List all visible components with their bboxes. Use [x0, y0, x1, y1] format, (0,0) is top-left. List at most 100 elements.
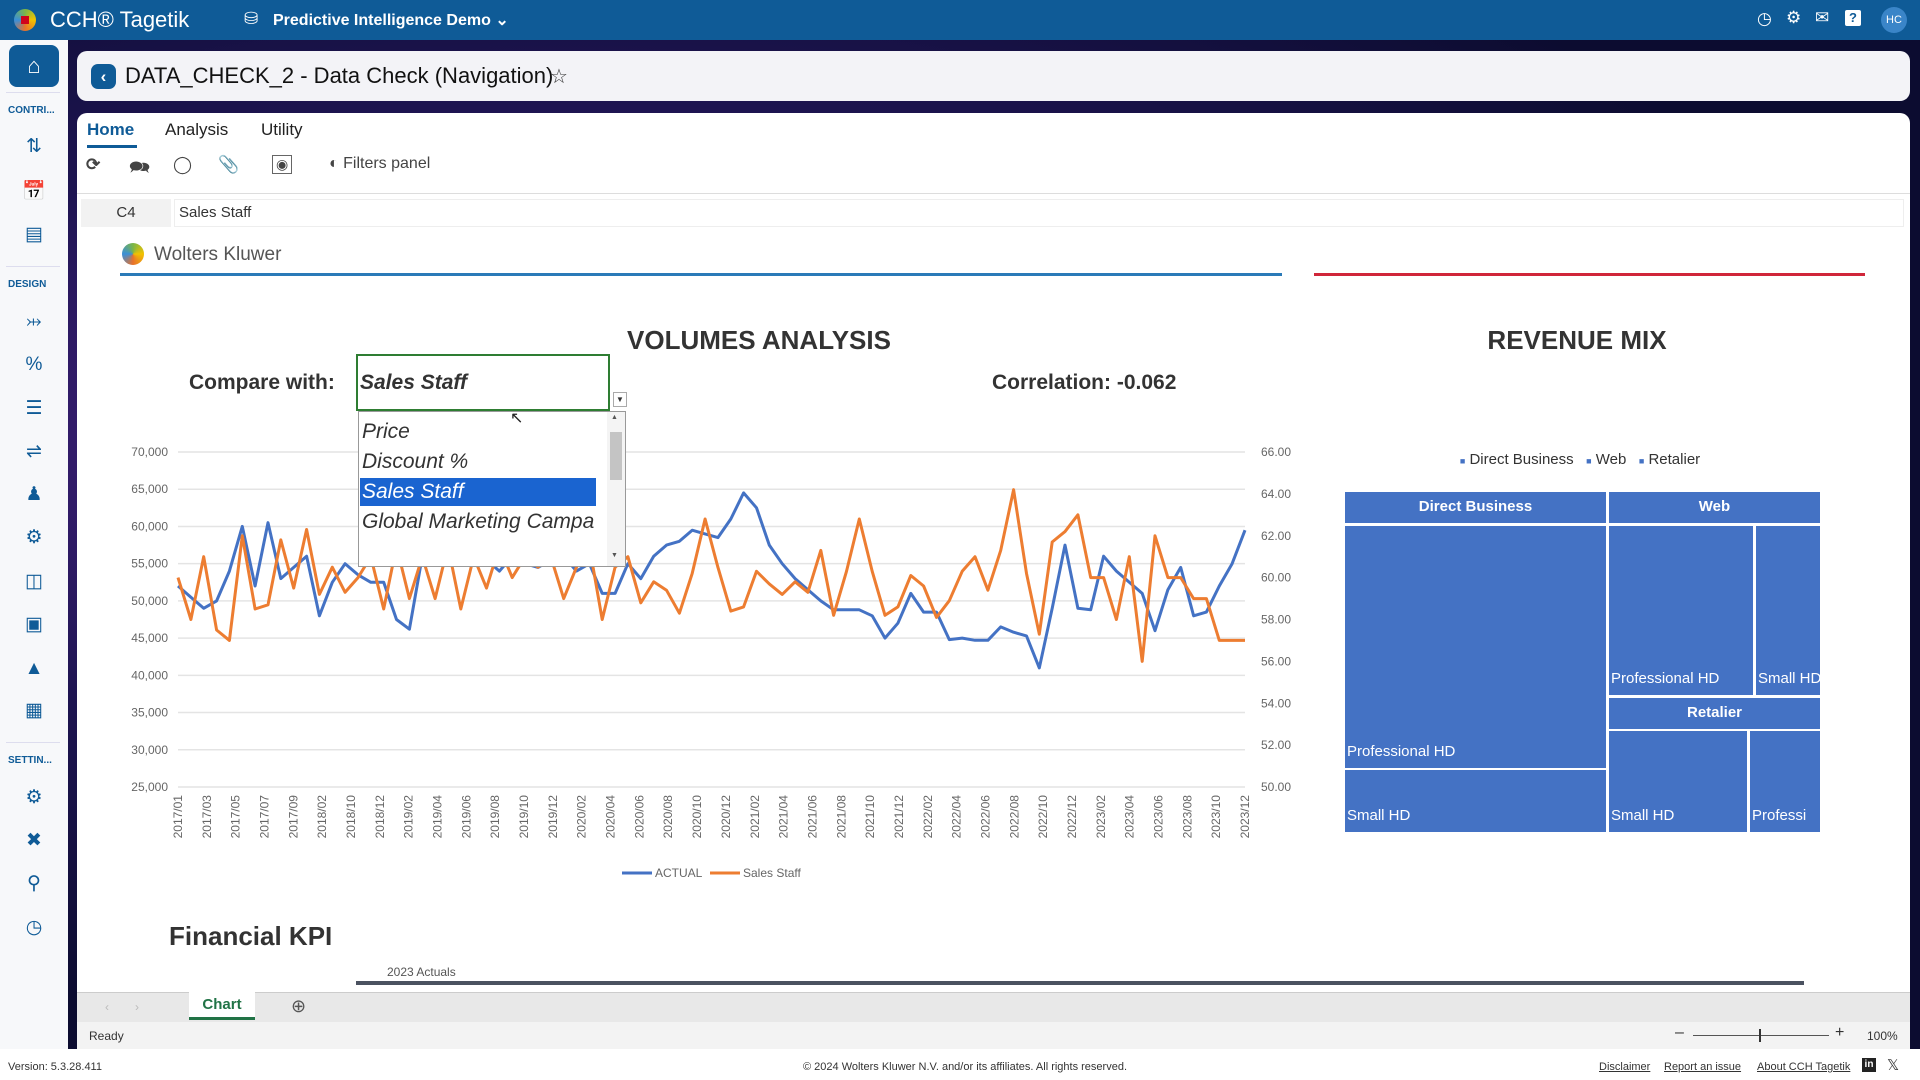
legend-label: ACTUAL	[655, 866, 703, 880]
page-title: DATA_CHECK_2 - Data Check (Navigation)	[125, 63, 554, 88]
right-axis-tick: 54.00	[1261, 696, 1291, 710]
x-axis-tick: 2020/06	[632, 795, 646, 839]
x-axis-tick: 2023/06	[1151, 795, 1165, 839]
rules-settings-icon[interactable]: ⇌	[26, 441, 42, 462]
mail-icon[interactable]: ✉	[1815, 8, 1830, 27]
prev-sheet-icon[interactable]: ‹	[105, 1000, 109, 1014]
filters-panel-toggle[interactable]: ◐ Filters panel	[329, 155, 430, 173]
camera-icon[interactable]: ◉	[272, 155, 293, 174]
x-axis-tick: 2022/12	[1065, 795, 1079, 839]
x-axis-tick: 2020/02	[575, 795, 589, 839]
sidebar: ⌂ CONTRI... ⇅ 📅 ▤ DESIGN ⤔ % ☰ ⇌ ♟ ⚙ ◫ ▣…	[0, 40, 68, 1050]
correlation-label: Correlation: -0.062	[992, 371, 1177, 394]
settings-icon[interactable]: ⚙	[25, 787, 43, 808]
cell-reference[interactable]: C4	[81, 199, 171, 227]
next-sheet-icon[interactable]: ›	[135, 1000, 139, 1014]
disclaimer-link[interactable]: Disclaimer	[1599, 1061, 1651, 1073]
left-axis-tick: 45,000	[131, 631, 168, 645]
right-axis-tick: 58.00	[1261, 613, 1291, 627]
hierarchy-icon[interactable]: ▲	[24, 658, 44, 679]
mouse-cursor-icon: ↖	[510, 410, 524, 427]
back-button[interactable]: ‹	[91, 64, 116, 89]
tools-icon[interactable]: ✖	[26, 830, 42, 851]
users-icon[interactable]: ♟	[25, 484, 43, 505]
x-axis-tick: 2018/12	[373, 795, 387, 839]
help-icon[interactable]: ?	[1845, 10, 1861, 26]
data-settings-icon[interactable]: ◫	[25, 571, 43, 592]
axis-icon[interactable]: ⤔	[26, 311, 42, 332]
treemap-cell: Small HD	[1608, 730, 1748, 833]
revenue-title: REVENUE MIX	[1487, 325, 1667, 355]
attachment-icon[interactable]: 📎	[218, 155, 240, 174]
report-issue-link[interactable]: Report an issue	[1664, 1061, 1742, 1073]
formula-input[interactable]: Sales Staff	[174, 199, 1904, 227]
comment-icon[interactable]: ◯	[173, 155, 193, 174]
add-sheet-icon[interactable]: ⊕	[291, 996, 307, 1016]
search-report-icon[interactable]: ⚲	[27, 873, 41, 894]
dropdown-arrow-button[interactable]: ▼	[613, 392, 627, 407]
x-axis-tick: 2018/02	[315, 795, 329, 839]
active-tab-indicator	[87, 145, 137, 148]
gears-icon[interactable]: ⚙	[1786, 8, 1802, 27]
scrollbar-thumb[interactable]	[610, 432, 622, 480]
calendar-icon[interactable]: 📅	[22, 181, 46, 202]
tab-home[interactable]: Home	[87, 120, 135, 139]
about-link[interactable]: About CCH Tagetik	[1757, 1061, 1851, 1073]
dropdown-option[interactable]: Global Marketing Campa	[362, 510, 595, 533]
scroll-up-icon[interactable]: ▲	[611, 414, 618, 421]
legend-retailer: Retalier	[1648, 451, 1701, 468]
refresh-icon[interactable]: ⟳	[86, 155, 101, 174]
workflow-icon[interactable]: ⇅	[26, 136, 42, 157]
left-axis-tick: 35,000	[131, 706, 168, 720]
layers-icon[interactable]: ☰	[25, 398, 43, 419]
left-axis-tick: 70,000	[131, 445, 168, 459]
left-axis-tick: 55,000	[131, 557, 168, 571]
sidebar-home-button[interactable]: ⌂	[9, 45, 59, 87]
list-scrollbar[interactable]: ▲ ▼	[607, 412, 625, 566]
document-icon[interactable]: ▤	[25, 224, 43, 245]
status-bar: Ready – + 100%	[77, 1022, 1910, 1049]
percent-icon[interactable]: %	[25, 354, 43, 375]
legend-web: Web	[1595, 451, 1627, 468]
tab-utility[interactable]: Utility	[261, 120, 303, 139]
left-axis-tick: 60,000	[131, 519, 168, 533]
schedule-icon[interactable]: ◷	[25, 917, 43, 938]
zoom-slider[interactable]	[1693, 1035, 1829, 1036]
zoom-slider-handle[interactable]	[1759, 1029, 1761, 1042]
compare-dropdown[interactable]: Sales Staff	[356, 354, 610, 411]
x-axis-tick: 2021/04	[777, 795, 791, 839]
status-text: Ready	[89, 1029, 124, 1043]
linkedin-icon[interactable]: in	[1862, 1058, 1876, 1072]
series-line-actual	[177, 491, 1247, 670]
main-panel: Home Analysis Utility ⟳ 🗪 ◯ 📎 ◉ ◐ Filter…	[77, 113, 1910, 1049]
file-settings-icon[interactable]: ▣	[25, 614, 43, 635]
wolters-kluwer-logo-icon	[122, 243, 144, 265]
chat-refresh-icon[interactable]: 🗪	[129, 158, 151, 177]
x-axis-tick: 2020/10	[690, 795, 704, 839]
dashboard-icon[interactable]: ▦	[25, 700, 43, 721]
workspace-selector[interactable]: Predictive Intelligence Demo ⌄	[273, 10, 509, 30]
title-card: ‹ DATA_CHECK_2 - Data Check (Navigation)…	[77, 51, 1910, 101]
sheet-tab-chart[interactable]: Chart	[189, 992, 255, 1020]
dropdown-option[interactable]: Sales Staff	[360, 478, 596, 506]
x-axis-tick: 2023/12	[1238, 795, 1252, 839]
zoom-out-button[interactable]: –	[1675, 1024, 1684, 1041]
gears-icon[interactable]: ⚙	[25, 527, 43, 548]
right-axis-tick: 66.00	[1261, 445, 1291, 459]
workspace-label: Predictive Intelligence Demo	[273, 12, 491, 29]
x-social-icon[interactable]: 𝕏	[1887, 1057, 1900, 1074]
x-axis-tick: 2019/02	[402, 795, 416, 839]
scroll-down-icon[interactable]: ▼	[611, 552, 618, 559]
right-axis-tick: 52.00	[1261, 738, 1291, 752]
clock-icon[interactable]: ◷	[1757, 9, 1772, 28]
dropdown-option[interactable]: Price	[362, 420, 410, 443]
treemap-cell: Professi	[1749, 730, 1821, 833]
tab-analysis[interactable]: Analysis	[165, 120, 229, 139]
right-axis-tick: 62.00	[1261, 529, 1291, 543]
avatar[interactable]: HC	[1881, 7, 1907, 33]
zoom-in-button[interactable]: +	[1835, 1024, 1845, 1041]
dropdown-option[interactable]: Discount %	[362, 450, 469, 473]
copyright-text: © 2024 Wolters Kluwer N.V. and/or its af…	[803, 1061, 1127, 1073]
x-axis-tick: 2020/12	[719, 795, 733, 839]
favorite-star-icon[interactable]: ☆	[550, 66, 568, 88]
